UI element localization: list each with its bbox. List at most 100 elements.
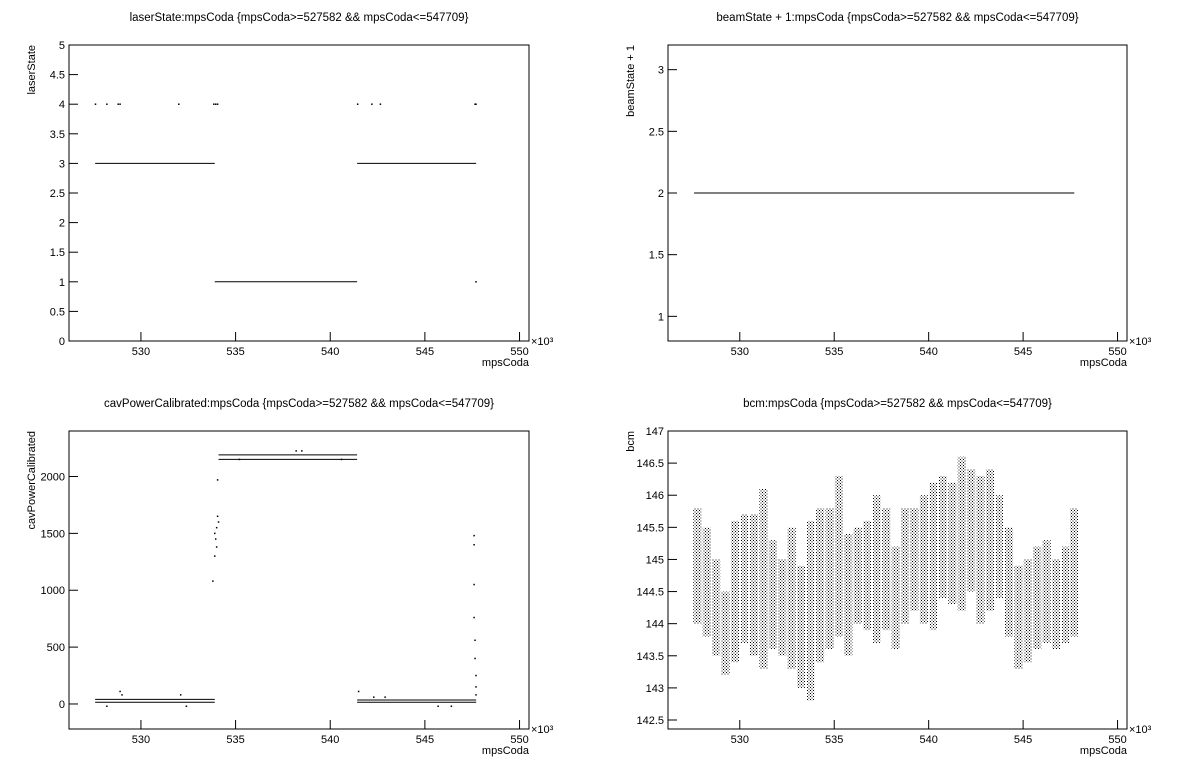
data-range — [882, 508, 891, 631]
data-point — [214, 532, 216, 535]
x-tick-label: 535 — [226, 734, 244, 746]
x-tick-label: 545 — [1014, 734, 1032, 746]
chart-title: laserState:mpsCoda {mpsCoda>=527582 && m… — [130, 12, 469, 24]
plot-frame — [667, 430, 1128, 730]
x-tick-label: 545 — [416, 346, 434, 358]
data-point — [450, 705, 453, 708]
y-tick-label: 0 — [59, 699, 65, 711]
data-point — [214, 555, 216, 557]
data-point — [475, 103, 477, 105]
x-tick-label: 540 — [919, 346, 937, 358]
data-point — [371, 103, 373, 105]
data-range — [731, 520, 740, 663]
data-point — [473, 616, 475, 619]
y-tick-label: 144 — [646, 619, 664, 631]
y-tick-label: 1.5 — [50, 247, 65, 259]
y-tick-label: 0 — [59, 336, 65, 348]
data-range — [834, 475, 843, 637]
data-range — [721, 591, 730, 676]
data-point — [94, 103, 97, 105]
x-tick-label: 545 — [416, 734, 434, 746]
data-range — [863, 520, 872, 631]
y-tick-label: 4 — [59, 99, 65, 111]
y-tick-label: 146.5 — [636, 458, 664, 470]
x-scale-label: ×10³ — [1129, 724, 1152, 736]
data-point — [473, 534, 475, 537]
data-range — [844, 533, 853, 656]
data-point — [474, 657, 476, 660]
y-tick-label: 1 — [658, 311, 664, 323]
x-tick-label: 530 — [731, 734, 749, 746]
y-axis-label: cavPowerCalibrated — [26, 431, 38, 529]
data-range — [901, 508, 910, 624]
data-point — [475, 281, 477, 283]
data-point — [216, 515, 219, 518]
data-range — [919, 495, 928, 624]
data-range — [778, 559, 787, 656]
data-point — [185, 705, 188, 708]
data-range — [759, 488, 768, 669]
data-point — [473, 543, 475, 546]
data-range — [1052, 559, 1061, 650]
data-point — [121, 694, 123, 696]
data-point — [474, 639, 476, 642]
data-point — [295, 450, 297, 452]
plot-frame — [68, 430, 530, 730]
data-range — [910, 508, 919, 611]
y-axis-label: bcm — [625, 431, 637, 452]
data-range — [995, 495, 1004, 598]
y-tick-label: 1 — [59, 277, 65, 289]
y-tick-label: 2.5 — [649, 126, 664, 138]
x-axis-label: mpsCoda — [1080, 357, 1128, 369]
data-point — [379, 103, 382, 105]
data-point — [373, 696, 375, 698]
data-point — [437, 705, 439, 708]
y-tick-label: 1.5 — [649, 250, 664, 262]
data-point — [214, 103, 217, 105]
data-range — [929, 482, 938, 631]
y-axis-label: beamState + 1 — [625, 45, 637, 117]
x-axis-label: mpsCoda — [482, 357, 530, 369]
chart-title: beamState + 1:mpsCoda {mpsCoda>=527582 &… — [716, 12, 1078, 24]
data-range — [1014, 565, 1023, 669]
data-range — [957, 456, 966, 611]
data-range — [1004, 527, 1013, 637]
data-range — [1023, 559, 1032, 663]
y-tick-label: 2.5 — [50, 188, 65, 200]
data-range — [948, 482, 957, 605]
y-tick-label: 2 — [658, 188, 664, 200]
x-tick-label: 550 — [1108, 346, 1126, 358]
data-range — [976, 475, 985, 624]
data-point — [475, 674, 477, 677]
x-scale-label: ×10³ — [531, 724, 554, 736]
y-tick-label: 146 — [646, 490, 664, 502]
x-tick-label: 530 — [132, 734, 150, 746]
data-range — [816, 508, 825, 663]
y-tick-label: 3 — [658, 65, 664, 77]
data-point — [216, 479, 219, 481]
data-point — [217, 521, 220, 523]
y-tick-label: 144.5 — [636, 587, 664, 599]
y-axis-label: laserState — [26, 45, 38, 95]
y-tick-label: 4.5 — [50, 70, 65, 82]
x-tick-label: 535 — [825, 734, 843, 746]
y-tick-label: 2 — [59, 218, 65, 230]
y-tick-label: 3 — [59, 158, 65, 170]
y-tick-label: 142.5 — [636, 715, 664, 727]
data-point — [214, 538, 217, 540]
data-point — [119, 690, 121, 693]
data-point — [178, 103, 180, 105]
data-range — [797, 565, 806, 688]
data-range — [768, 540, 777, 650]
chart-title: cavPowerCalibrated:mpsCoda {mpsCoda>=527… — [104, 398, 494, 410]
data-range — [891, 546, 900, 650]
data-point — [119, 103, 121, 105]
x-tick-label: 540 — [919, 734, 937, 746]
x-axis-label: mpsCoda — [1080, 745, 1128, 757]
data-range — [938, 475, 947, 598]
data-range — [967, 469, 976, 592]
x-tick-label: 550 — [1108, 734, 1126, 746]
data-point — [473, 583, 475, 586]
x-tick-label: 550 — [510, 734, 528, 746]
y-tick-label: 1000 — [41, 585, 65, 597]
